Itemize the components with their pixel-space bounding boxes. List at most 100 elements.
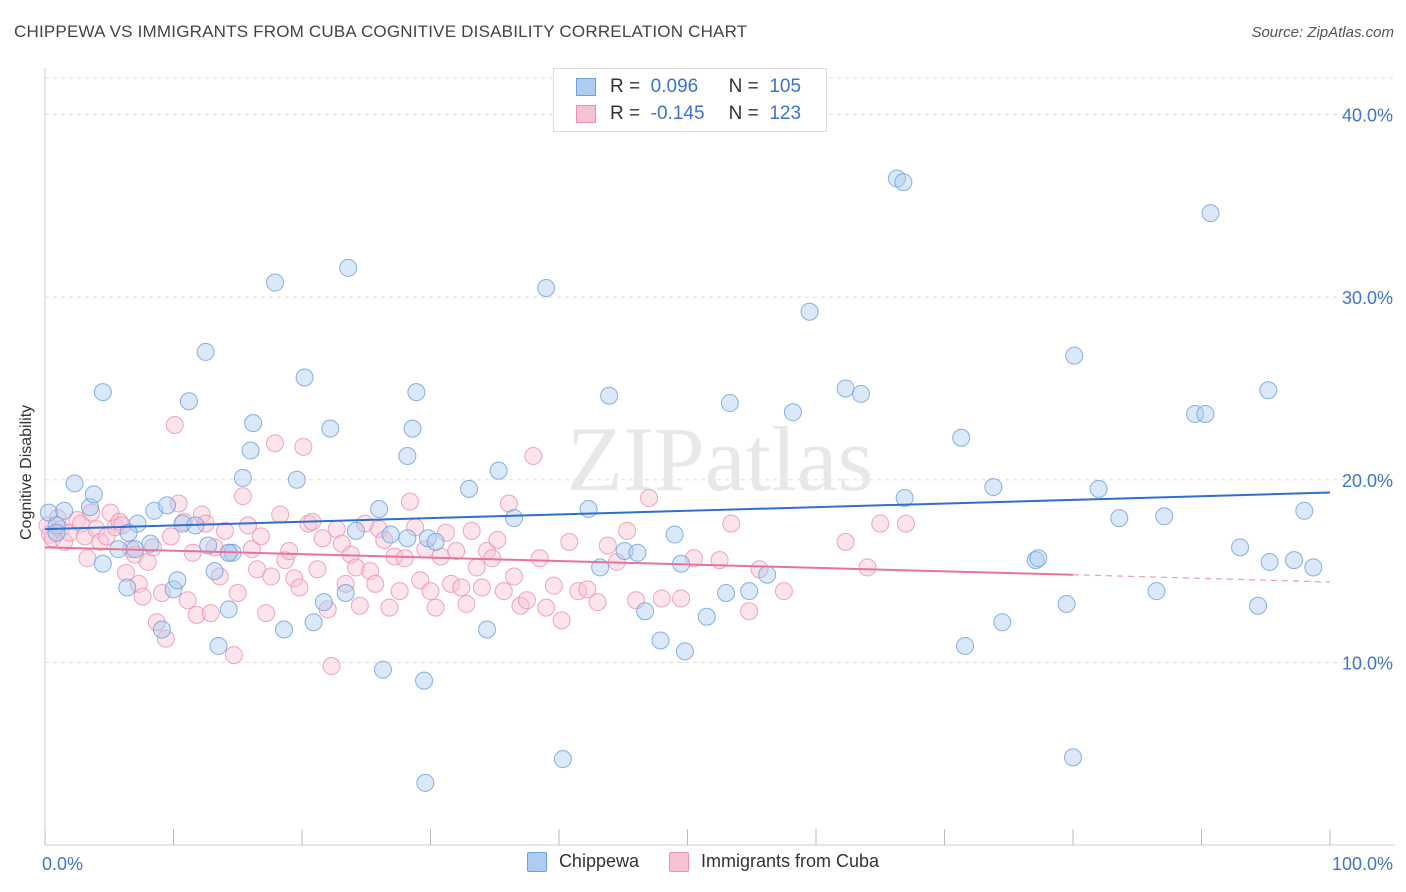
cuba-point <box>294 437 313 456</box>
cuba-point <box>457 594 476 613</box>
chippewa-point <box>199 536 218 555</box>
cuba-point <box>524 447 543 466</box>
cuba-point <box>395 549 414 568</box>
cuba-point <box>271 505 290 524</box>
cuba-point <box>262 567 281 586</box>
chippewa-point <box>287 470 306 489</box>
chippewa-point <box>800 302 819 321</box>
cuba-point <box>165 415 184 434</box>
chippewa-point <box>403 419 422 438</box>
cuba-point <box>55 532 74 551</box>
trend-lines <box>44 491 1331 583</box>
y-tick-label: 10.0% <box>1342 653 1393 673</box>
chippewa-point <box>1196 405 1215 424</box>
chippewa-point <box>416 773 435 792</box>
chippewa-point <box>1260 552 1279 571</box>
legend-item-cuba[interactable]: Immigrants from Cuba <box>669 851 879 872</box>
chippewa-point <box>398 529 417 548</box>
chippewa-point <box>158 496 177 515</box>
r-label: R = <box>610 76 641 97</box>
cuba-point <box>722 514 741 533</box>
chippewa-point <box>460 479 479 498</box>
y-tick-label: 40.0% <box>1342 106 1393 126</box>
chippewa-point <box>219 600 238 619</box>
cuba-point <box>517 591 536 610</box>
cuba-point <box>133 587 152 606</box>
chippewa-point <box>1110 509 1129 528</box>
chippewa-point <box>205 562 224 581</box>
cuba-point <box>308 560 327 579</box>
cuba-point <box>183 543 202 562</box>
cuba-point <box>836 532 855 551</box>
chippewa-trend-line <box>44 491 1331 531</box>
cuba-point <box>530 549 549 568</box>
legend-item-chippewa[interactable]: Chippewa <box>526 851 639 872</box>
n-label: N = <box>728 103 759 124</box>
tick-labels: 10.0% 20.0% 30.0% 40.0% 0.0% 100.0% <box>42 106 1393 874</box>
cuba-point <box>178 591 197 610</box>
y-tick-label: 20.0% <box>1342 471 1393 491</box>
chippewa-point <box>758 565 777 584</box>
chippewa-point <box>984 478 1003 497</box>
chippewa-point <box>1295 501 1314 520</box>
cuba-point <box>588 593 607 612</box>
chippewa-point <box>152 620 171 639</box>
chippewa-point <box>1249 596 1268 615</box>
cuba-point <box>774 582 793 601</box>
cuba-point <box>257 604 276 623</box>
cuba-point <box>569 582 588 601</box>
chippewa-point <box>415 671 434 690</box>
cuba-point <box>442 574 461 593</box>
cuba-point <box>380 598 399 617</box>
chippewa-point <box>665 525 684 544</box>
chippewa-point <box>93 554 112 573</box>
chippewa-point <box>55 501 74 520</box>
cuba-point <box>346 558 365 577</box>
cuba-point <box>366 574 385 593</box>
cuba-point <box>499 494 518 513</box>
chippewa-point <box>1057 594 1076 613</box>
cuba-point <box>350 596 369 615</box>
chippewa-point <box>675 642 694 661</box>
cuba-point <box>285 569 304 588</box>
cuba-point <box>494 582 513 601</box>
watermark: ZIPatlas <box>567 408 874 510</box>
cuba-point <box>472 578 491 597</box>
x-tick-label: 100.0% <box>1332 854 1393 874</box>
chippewa-point <box>489 461 508 480</box>
scatter-points <box>38 169 1323 792</box>
chippewa-point <box>993 613 1012 632</box>
cuba-point <box>82 503 101 522</box>
chippewa-point <box>783 403 802 422</box>
cuba-point <box>101 503 120 522</box>
cuba-point <box>239 516 258 535</box>
cuba-point <box>161 527 180 546</box>
cuba-point <box>858 558 877 577</box>
cuba-point <box>467 558 486 577</box>
chippewa-point <box>304 613 323 632</box>
cuba-point <box>552 611 571 630</box>
chippewa-point <box>478 620 497 639</box>
chippewa-point <box>1155 507 1174 526</box>
chippewa-point <box>1201 204 1220 223</box>
chippewa-swatch <box>526 851 547 872</box>
cuba-point <box>426 598 445 617</box>
chippewa-point <box>651 631 670 650</box>
cuba-point <box>280 541 299 560</box>
cuba-trend-line <box>44 546 1074 576</box>
cuba-point <box>156 629 175 648</box>
chippewa-point <box>1186 405 1205 424</box>
chippewa-point <box>579 499 598 518</box>
cuba-point <box>544 576 563 595</box>
chippewa-point <box>244 414 263 433</box>
chippewa-point <box>1231 538 1250 557</box>
source-label: Source: ZipAtlas.com <box>1251 24 1394 41</box>
x-tick-label: 0.0% <box>42 854 83 874</box>
n-label: N = <box>728 76 759 97</box>
legend-label: Chippewa <box>558 851 639 871</box>
cuba-point <box>452 578 471 597</box>
cuba-swatch <box>576 105 596 123</box>
cuba-point <box>210 567 229 586</box>
chippewa-point <box>628 543 647 562</box>
chippewa-swatch <box>576 78 596 96</box>
